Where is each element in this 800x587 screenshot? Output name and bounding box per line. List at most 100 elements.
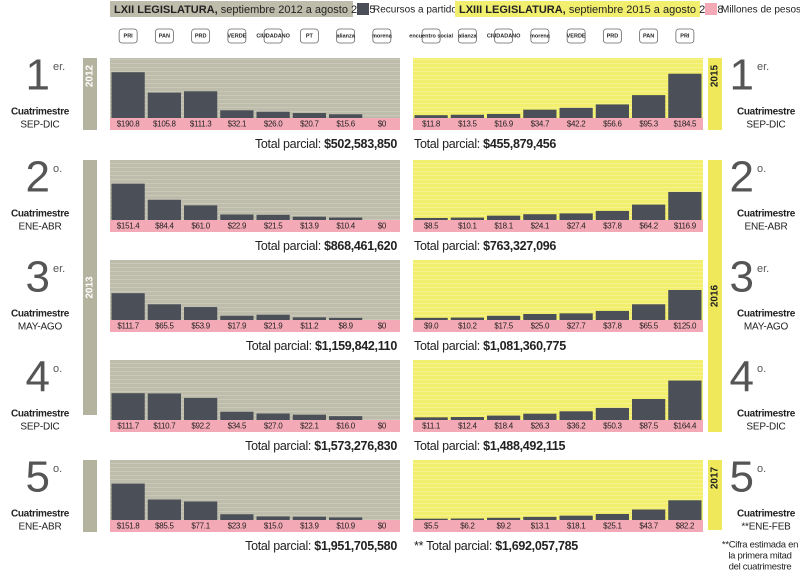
value-label: $87.5 [639,422,658,431]
period-months: SEP-DIC [20,422,59,433]
value-label: $56.6 [603,120,622,129]
bar [220,315,254,320]
total-value: $1,081,360,775 [483,339,566,353]
value-label: $42.2 [567,120,586,129]
value-label: $65.5 [155,322,174,331]
value-label: $8.9 [338,322,353,331]
value-label: $125.0 [674,322,698,331]
total-value: $868,461,620 [324,239,397,253]
left-header: LXII LEGISLATURA, septiembre 2012 a agos… [114,4,375,16]
value-label: $10.4 [336,222,355,231]
bar [595,407,629,420]
bar [256,314,290,320]
value-label: $15.0 [264,522,283,531]
bar [256,111,290,118]
total-value: $1,488,492,115 [483,439,565,453]
total-label: Total parcial: [255,239,321,253]
party-label: CIUDADANO [487,33,521,39]
value-label: $37.8 [603,222,622,231]
total-label: Total parcial: [414,137,480,151]
value-label: $20.7 [300,120,319,129]
bar [632,399,666,420]
value-label: $184.5 [674,120,698,129]
period-suffix: er. [757,263,769,275]
period-suffix: o. [53,363,62,375]
year-band [83,160,97,415]
value-label: $10.9 [336,522,355,531]
period-months: MAY-AGO [744,322,789,333]
value-label: $11.8 [422,120,441,129]
value-label: $10.2 [458,322,477,331]
bar [632,204,666,220]
bar [292,516,326,520]
value-label: $34.7 [531,120,550,129]
bar [523,214,557,220]
party-logo [336,28,356,44]
value-label: $8.5 [424,222,439,231]
value-label: $95.3 [639,120,658,129]
party-logo [602,28,622,44]
period-number: 2 [26,153,50,202]
year-label: 2012 [85,64,96,87]
right-header-box [455,1,700,17]
label-band [110,118,400,130]
total-value: $1,159,842,110 [315,339,397,353]
bar [147,199,181,220]
total-label: Total parcial: [414,339,480,353]
party-label: encuentro social [409,33,453,39]
bar [111,393,145,420]
right-title: LXIII LEGISLATURA, [459,4,566,16]
value-label: $12.4 [458,422,477,431]
label-band [413,420,703,432]
party-label: morena [530,33,551,39]
unit-label: Millones de pesos [721,5,800,16]
value-label: $27.0 [264,422,283,431]
bar [147,304,181,320]
period-label: Cuatrimestre [11,409,70,420]
period-months: MAY-AGO [18,322,63,333]
party-logo [154,28,174,44]
year-band [708,58,722,130]
bar [329,217,363,220]
period-suffix: o. [53,163,62,175]
bar [559,411,593,420]
party-label: PRD [195,33,207,39]
value-label: $16.0 [336,422,355,431]
value-label: $61.0 [191,222,210,231]
total-value: $1,951,705,580 [314,539,397,553]
total-label: Total parcial: [245,539,311,553]
right-subtitle: septiembre 2015 a agosto 2018 [569,4,724,16]
party-logo [263,28,283,44]
bar [292,113,326,118]
total: Total parcial: $1,159,842,110 [246,339,398,353]
year-band [83,58,97,130]
party-logo [421,28,441,44]
period-number: 1 [26,51,50,100]
series-label: Recursos a partidos [373,5,462,16]
bar [595,210,629,220]
total: Total parcial: $1,081,360,775 [414,339,566,353]
total: Total parcial: $1,488,492,115 [414,439,566,453]
bar [632,509,666,520]
period-months: ENE-ABR [744,222,787,233]
bar [559,213,593,220]
total: ** Total parcial: $1,692,057,785 [414,539,578,553]
party-label: PRI [124,33,134,39]
bar [523,109,557,118]
label-band [110,320,400,332]
value-label: $11.2 [300,322,319,331]
party-label: PRD [607,33,619,39]
value-label: $27.7 [567,322,586,331]
value-label: $111.3 [190,120,212,129]
bar [414,518,448,520]
bar [632,304,666,320]
bar [487,113,521,118]
value-label: $32.1 [228,120,247,129]
bar [414,115,448,118]
value-label: $105.8 [153,120,177,129]
party-label: PAN [159,33,170,39]
bar [184,91,218,118]
value-label: $65.5 [639,322,658,331]
bar [487,315,521,320]
bar [111,293,145,320]
